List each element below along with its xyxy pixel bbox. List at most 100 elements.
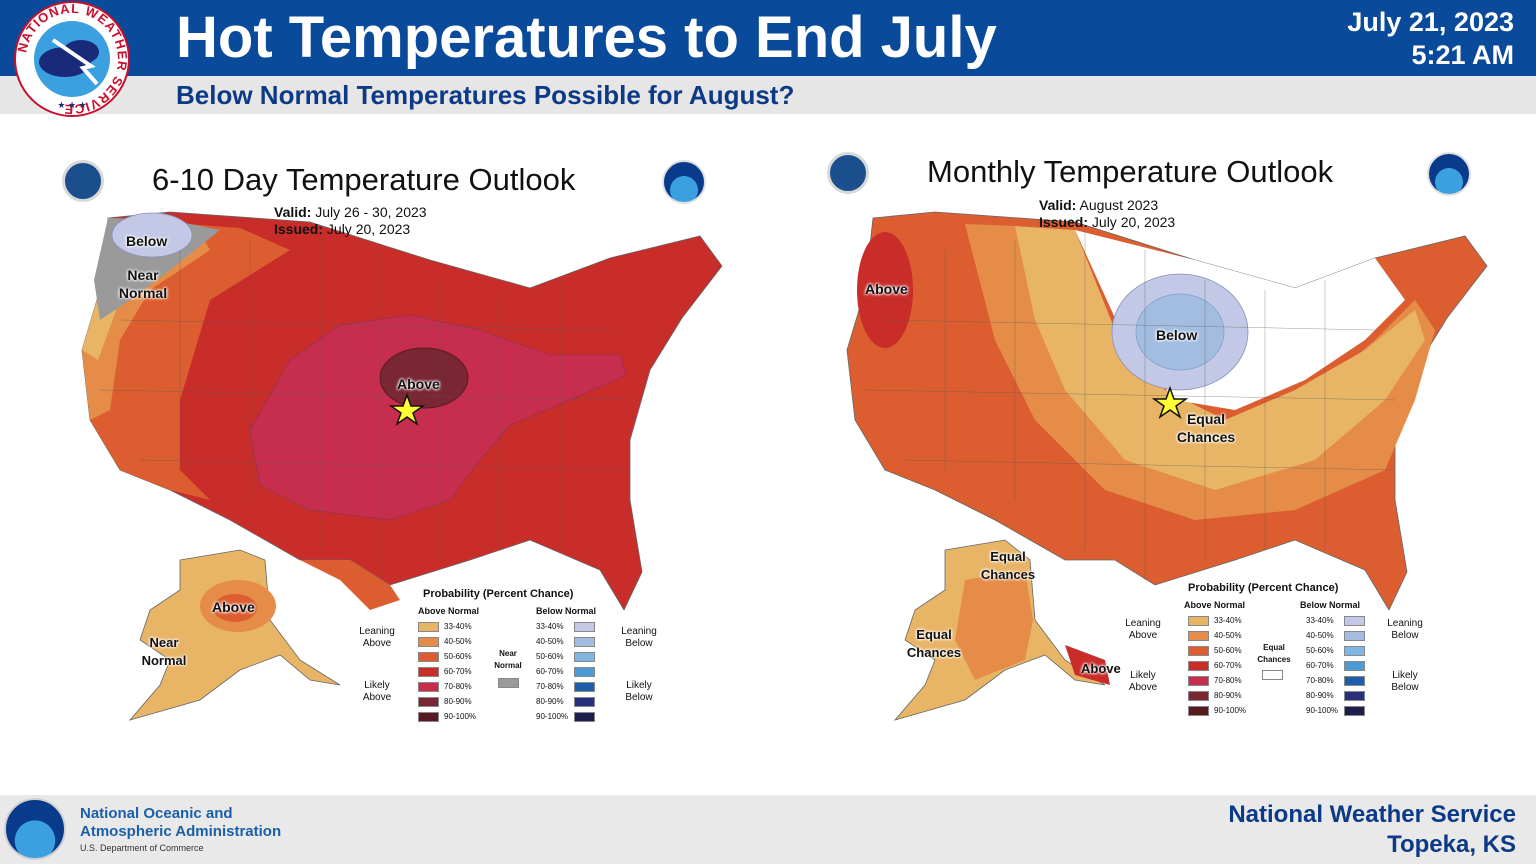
valid-dates: Valid: August 2023 Issued: July 20, 2023 <box>1039 197 1175 231</box>
zone-50-60-south <box>300 560 400 610</box>
legend-above-swatch <box>418 682 439 692</box>
legend-title: Probability (Percent Chance) <box>1188 582 1339 594</box>
page-subtitle: Below Normal Temperatures Possible for A… <box>176 80 795 110</box>
legend-below-swatch <box>1344 661 1365 671</box>
legend-below-bin-label: 60-70% <box>536 667 564 676</box>
label-below: Below <box>1156 327 1198 343</box>
legend-below-bin-label: 40-50% <box>536 637 564 646</box>
legend-above-swatch <box>418 652 439 662</box>
legend-above-bin-label: 80-90% <box>444 697 472 706</box>
legend-below-swatch <box>574 712 595 722</box>
noaa-name-line2: Atmospheric Administration <box>80 823 282 840</box>
legend-above-bin-label: 33-40% <box>1214 616 1242 625</box>
legend-near-normal-swatch <box>498 678 519 688</box>
alaska-zone-50-60 <box>213 594 257 622</box>
legend-below-bin-label: 50-60% <box>536 652 564 661</box>
legend-below-swatch <box>574 667 595 677</box>
svg-text:★ ★ ★: ★ ★ ★ <box>57 100 86 110</box>
legend-above-swatch <box>1188 616 1209 626</box>
legend-above-swatch <box>418 667 439 677</box>
valid-value: August 2023 <box>1079 197 1159 213</box>
zone-60-70-nw <box>857 232 913 348</box>
map-title: 6-10 Day Temperature Outlook <box>152 162 576 197</box>
legend-leaning-below: Leaning Below <box>1387 618 1423 641</box>
subtitle-bar <box>0 76 1536 114</box>
legend-below-bin-label: 80-90% <box>536 697 564 706</box>
label-alaska-above: Above <box>212 599 255 615</box>
legend-below-swatch <box>574 622 595 632</box>
noaa-dept: U.S. Department of Commerce <box>80 843 204 853</box>
legend-above-bin-label: 40-50% <box>1214 631 1242 640</box>
label-above-nw: Above <box>865 281 908 297</box>
issued-label: Issued: <box>274 221 324 237</box>
alaska-panhandle-above <box>1065 645 1110 685</box>
map-title: Monthly Temperature Outlook <box>927 154 1334 189</box>
legend-above-swatch <box>418 622 439 632</box>
map-monthly-graphic <box>846 211 1488 721</box>
nws-office: National Weather Service Topeka, KS <box>1228 800 1516 860</box>
issue-date: July 21, 2023 <box>1347 7 1514 37</box>
legend-above-swatch <box>1188 691 1209 701</box>
page-title: Hot Temperatures to End July <box>176 5 997 70</box>
legend-below-bin-label: 60-70% <box>1306 661 1334 670</box>
legend-above-bin-label: 50-60% <box>444 652 472 661</box>
legend-below-head: Below Normal <box>1300 600 1361 610</box>
legend-title: Probability (Percent Chance) <box>423 588 574 600</box>
footer-bar <box>0 795 1536 864</box>
star-marker-topeka <box>388 392 426 426</box>
legend-above-bin-label: 60-70% <box>1214 661 1242 670</box>
legend-above-swatch <box>1188 661 1209 671</box>
label-near-normal: Near Normal <box>118 267 168 301</box>
map-6-10-day-graphic <box>81 211 723 721</box>
zone-70-80 <box>249 314 627 521</box>
noaa-logo-icon <box>1427 152 1471 196</box>
legend-leaning-above: Leaning Above <box>359 626 395 649</box>
issued-value: July 20, 2023 <box>1091 214 1176 230</box>
legend-middle-label: Equal Chances <box>1257 643 1291 664</box>
legend-above-head: Above Normal <box>1184 600 1246 610</box>
noaa-logo-icon <box>662 160 706 204</box>
legend-above-bin-label: 50-60% <box>1214 646 1242 655</box>
legend-below-bin-label: 70-80% <box>536 682 564 691</box>
label-alaska-near-normal: Near Normal <box>141 635 187 668</box>
legend-above-swatch <box>418 637 439 647</box>
legend-above-bin-label: 33-40% <box>444 622 472 631</box>
zone-33-40 <box>1015 226 1425 490</box>
label-equal-chances: Equal Chances <box>1176 411 1236 445</box>
issued-label: Issued: <box>1039 214 1089 230</box>
issued-value: July 20, 2023 <box>326 221 411 237</box>
legend-above-swatch <box>1188 706 1209 716</box>
legend-below-bin-label: 50-60% <box>1306 646 1334 655</box>
legend-below-swatch <box>574 697 595 707</box>
map-monthly: Monthly Temperature Outlook Valid: Augus… <box>775 140 1515 740</box>
legend-below-swatch <box>574 682 595 692</box>
nws-logo: NATIONAL WEATHER SERVICE ★ ★ ★ <box>14 1 130 117</box>
legend-below-swatch <box>1344 631 1365 641</box>
legend-above-bin-label: 70-80% <box>1214 676 1242 685</box>
legend-below-bin-label: 33-40% <box>536 622 564 631</box>
valid-dates: Valid: July 26 - 30, 2023 Issued: July 2… <box>274 204 427 238</box>
legend-below-bin-label: 90-100% <box>536 712 569 721</box>
legend: Probability (Percent Chance) Above Norma… <box>350 588 657 728</box>
legend-above-swatch <box>418 712 439 722</box>
legend-below-swatch <box>574 637 595 647</box>
valid-label: Valid: <box>1039 197 1077 213</box>
legend-above-bin-label: 40-50% <box>444 637 472 646</box>
issue-time: 5:21 AM <box>1411 40 1514 70</box>
legend-above-bin-label: 80-90% <box>1214 691 1242 700</box>
label-alaska-above: Above <box>1081 661 1121 676</box>
star-marker-topeka <box>1151 385 1189 419</box>
doc-seal-icon <box>827 152 869 194</box>
legend-above-bin-label: 90-100% <box>1214 706 1247 715</box>
legend-above-head: Above Normal <box>418 606 480 616</box>
legend-likely-below: Likely Below <box>625 680 653 703</box>
alaska-zone-40-50 <box>955 570 1033 680</box>
label-below: Below <box>126 233 168 249</box>
legend-leaning-below: Leaning Below <box>621 626 657 649</box>
legend-middle-label: Near Normal <box>494 649 522 670</box>
map-6-10-day: 6-10 Day Temperature Outlook Valid: July… <box>10 140 750 740</box>
legend-below-bin-label: 33-40% <box>1306 616 1334 625</box>
legend-below-bin-label: 90-100% <box>1306 706 1339 715</box>
header-bar <box>0 0 1536 76</box>
legend-below-swatch <box>1344 691 1365 701</box>
